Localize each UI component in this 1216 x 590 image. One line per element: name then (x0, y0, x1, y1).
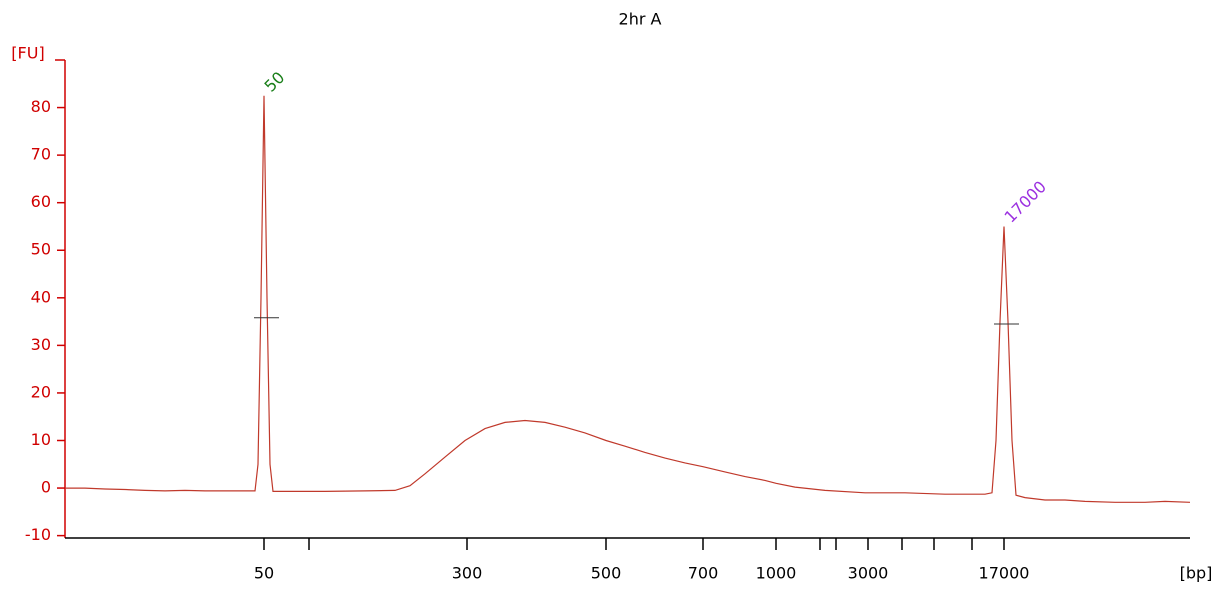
x-tick-label: 1000 (756, 564, 797, 583)
y-tick-label: 30 (31, 335, 51, 354)
x-tick-label: 700 (688, 564, 719, 583)
peak-label: 17000 (1001, 177, 1050, 226)
y-tick-label: 70 (31, 145, 51, 164)
x-tick-label: 300 (452, 564, 483, 583)
peak-label: 50 (261, 68, 289, 96)
x-axis-label: [bp] (1180, 564, 1213, 583)
x-tick-label: 500 (591, 564, 622, 583)
y-tick-label: 0 (41, 478, 51, 497)
y-tick-label: 20 (31, 382, 51, 401)
y-tick-label: 40 (31, 287, 51, 306)
y-tick-label: -10 (25, 525, 51, 544)
y-tick-label: 60 (31, 192, 51, 211)
y-axis-label: [FU] (11, 44, 44, 63)
y-tick-label: 50 (31, 240, 51, 259)
x-tick-label: 17000 (979, 564, 1030, 583)
x-tick-label: 3000 (848, 564, 889, 583)
y-tick-label: 80 (31, 97, 51, 116)
trace (65, 95, 1191, 503)
chart-title: 2hr A (619, 10, 662, 29)
y-tick-label: 10 (31, 430, 51, 449)
x-tick-label: 50 (254, 564, 274, 583)
